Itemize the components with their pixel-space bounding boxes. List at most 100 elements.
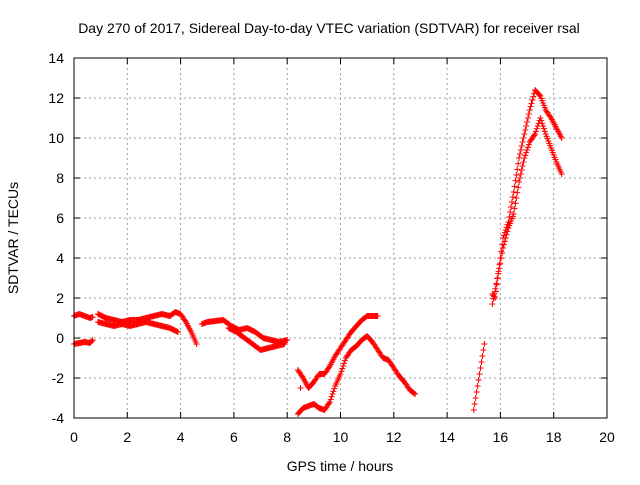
data-point [558,171,565,177]
data-point-interp [527,103,534,110]
x-tick-label: 6 [230,429,238,445]
data-point-interp [539,120,546,127]
data-point-interp [500,241,507,248]
data-point-interp [518,167,525,173]
data-point-interp [331,385,338,392]
plot-frame [73,57,608,419]
data-point-interp [341,357,348,364]
data-point [537,115,544,121]
x-tick-label: 4 [177,429,185,445]
data-point-interp [497,260,504,267]
data-point-interp [522,127,529,133]
data-point-interp [477,365,484,371]
data-point-interp [490,295,497,302]
chart-title: Day 270 of 2017, Sidereal Day-to-day VTE… [78,20,580,36]
y-tick-label: -4 [52,410,65,426]
data-point-interp [493,281,500,288]
data-point [516,179,523,185]
data-point [521,155,528,161]
data-point-interp [511,183,518,190]
data-point-interp [536,92,543,98]
data-point-interp [472,395,479,401]
data-point-interp [519,163,526,169]
x-tick-label: 18 [546,429,562,445]
data-point [412,391,419,397]
data-point-interp [541,128,548,135]
data-point [89,337,96,343]
y-tick-label: -2 [52,370,65,386]
data-point-interp [528,100,535,107]
data-point-interp [330,388,337,395]
data-point-interp [513,172,520,178]
data-point [481,341,488,347]
y-tick-label: 2 [56,290,64,306]
data-point-interp [530,93,537,100]
x-tick-label: 20 [599,429,615,445]
data-point-interp [329,391,336,397]
data-point-interp [338,368,345,375]
data-point-interp [540,125,547,132]
data-point-interp [524,119,531,125]
x-tick-label: 2 [123,429,131,445]
data-point-interp [501,238,508,245]
data-point-interp [328,393,335,400]
data-point-interp [524,144,531,151]
y-tick-label: 14 [48,50,64,66]
data-point-interp [508,199,515,205]
data-point-interp [476,371,483,377]
data-point [174,329,181,335]
data-point-interp [495,270,502,277]
data-point-interp [88,338,95,344]
data-point-interp [533,125,540,132]
data-point [532,131,539,137]
data-point-interp [517,171,524,177]
axis-ticks: 0 2 4 6 8 10 12 14 16 18 20 -4 -2 0 2 4 6 8 10 12 14 [48,50,615,445]
data-point-interp [499,250,506,257]
data-point-interp [498,255,505,262]
x-axis-label: GPS time / hours [287,458,394,474]
data-point-interp [494,275,501,282]
data-point-interp [523,123,530,129]
y-tick-label: 6 [56,210,64,226]
data-point-interp [341,360,348,367]
data-point [500,245,507,251]
data-point-interp [514,189,521,196]
data-point-interp [513,195,520,201]
data-point-interp [502,235,509,241]
data-point-interp [540,123,547,129]
data-point-interp [509,194,516,200]
data-point-interp [478,359,485,365]
data-point [489,301,496,307]
data-point-interp [520,135,527,141]
data-point-interp [531,132,538,139]
data-point-interp [518,143,525,149]
x-tick-label: 10 [333,429,349,445]
y-tick-label: 4 [56,250,64,266]
data-point-interp [524,115,531,121]
data-point [521,131,528,137]
x-tick-label: 8 [283,429,291,445]
data-point-interp [525,141,532,148]
data-point [326,399,333,405]
data-point-interp [507,209,514,215]
data-point-interp [515,184,522,191]
data-point [526,107,533,113]
data-point-interp [532,128,539,135]
data-point-interp [519,139,526,145]
y-tick-label: 12 [48,90,64,106]
data-point-interp [522,152,529,159]
data-point-interp [325,400,332,407]
data-point-interp [474,383,481,389]
data-point [337,371,344,377]
data-point-interp [512,200,519,207]
data-point-interp [514,166,521,173]
data-point-interp [512,177,519,184]
data-point-interp [515,160,522,167]
data-point-interp [516,151,523,157]
data-point [516,155,523,161]
data-point [510,189,517,195]
data-point-interp [480,347,487,353]
data-point-interp [479,353,486,359]
y-tick-label: 0 [56,330,64,346]
data-point-interp [534,123,541,129]
